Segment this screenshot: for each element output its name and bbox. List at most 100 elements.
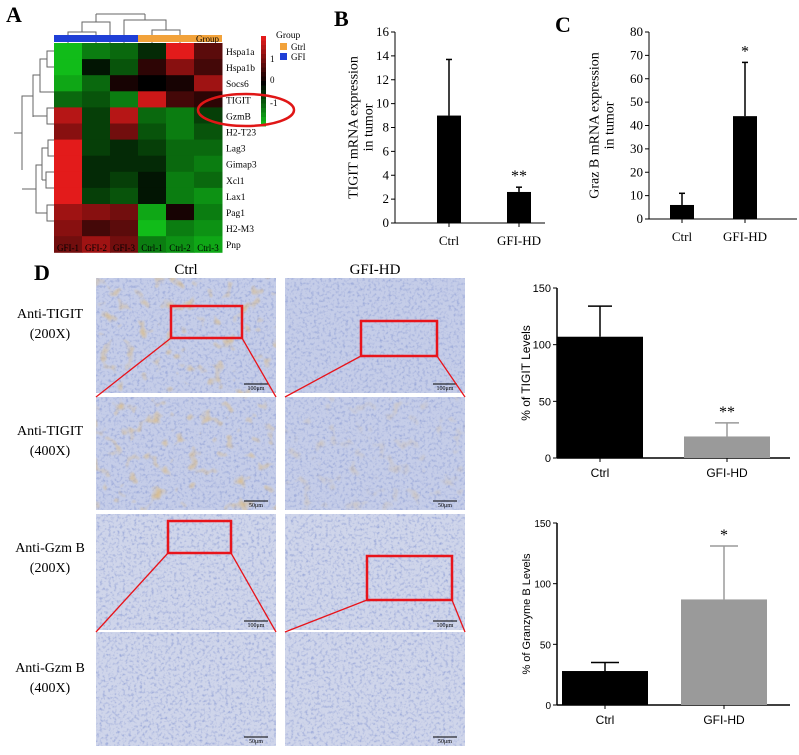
- dab-stain-overlay: [285, 397, 465, 510]
- scale-tick: 1: [270, 54, 275, 64]
- scale-swatch: [261, 76, 266, 82]
- column-dendrogram: [67, 13, 181, 43]
- bar: [507, 191, 531, 223]
- y-tick-label: 80: [630, 24, 643, 39]
- y-tick-label: 0: [545, 701, 551, 712]
- legend-swatch: [280, 53, 287, 60]
- row-label: (400X): [30, 681, 71, 696]
- scale-swatch: [261, 90, 266, 95]
- bar: [684, 436, 770, 458]
- heatmap-cell: [54, 59, 83, 76]
- y-axis-label: % of Granzyme B Levels: [521, 553, 533, 675]
- heatmap-cell: [194, 123, 223, 141]
- y-tick-label: 100: [533, 340, 551, 352]
- y-axis-label-line: % of Granzyme B Levels: [521, 553, 533, 675]
- heatmap-cell: [194, 107, 223, 124]
- row-label: (200X): [30, 327, 71, 342]
- y-tick-label: 50: [540, 640, 552, 651]
- scale-swatch: [261, 85, 266, 91]
- heatmap-cell: [194, 236, 223, 253]
- heatmap-cell: [110, 91, 139, 108]
- scale-tick: 0: [270, 75, 275, 85]
- scale-swatch: [261, 112, 266, 118]
- histology-image: [96, 632, 276, 746]
- x-tick-label: GFI-HD: [723, 229, 767, 244]
- row-label: Anti-Gzm B: [15, 661, 85, 676]
- y-tick-label: 0: [545, 453, 551, 465]
- x-tick-label: Ctrl: [672, 229, 693, 244]
- heatmap-cell: [110, 107, 139, 124]
- heatmap-cell: [82, 107, 111, 124]
- scale-bar-label: 100μm: [248, 623, 265, 629]
- y-tick-label: 20: [630, 164, 643, 179]
- heatmap-cell: [138, 220, 167, 237]
- group-bar-cell: [138, 35, 166, 42]
- bar: [681, 599, 767, 705]
- zoom-line: [284, 599, 368, 633]
- y-tick-label: 6: [383, 143, 390, 158]
- row-label: Anti-TIGIT: [17, 307, 84, 322]
- heatmap-cell: [82, 123, 111, 141]
- heatmap-cell: [138, 236, 167, 253]
- y-tick-label: 30: [630, 141, 643, 156]
- scale-swatch: [261, 63, 266, 68]
- zoom-line: [230, 552, 277, 633]
- group-bar-cell: [54, 35, 82, 42]
- significance-label: *: [741, 43, 749, 60]
- group-bar-cell: [110, 35, 138, 42]
- heatmap-cell: [166, 236, 195, 253]
- scale-swatch: [261, 40, 266, 46]
- heatmap-cell: [138, 75, 167, 92]
- y-axis-label-line: in tumor: [603, 101, 618, 149]
- heatmap-cell: [110, 43, 139, 60]
- histology-image: [285, 278, 465, 393]
- heatmap-cell: [110, 123, 139, 141]
- bar: [562, 671, 648, 705]
- heatmap-cell: [110, 139, 139, 157]
- heatmap-cell: [138, 91, 167, 108]
- gene-label: H2-T23: [226, 129, 256, 139]
- scale-swatch: [261, 36, 266, 41]
- bar: [733, 116, 757, 219]
- heatmap-cell: [110, 204, 139, 221]
- panel-label-c: C: [555, 12, 571, 37]
- heatmap-cell: [82, 187, 111, 205]
- panel-label-b: B: [334, 6, 349, 31]
- heatmap-cell: [194, 171, 223, 189]
- sample-label: GFI-3: [113, 243, 135, 253]
- scale-swatch: [261, 108, 266, 113]
- heatmap-cell: [166, 123, 195, 141]
- bar: [437, 115, 461, 223]
- x-tick-label: GFI-HD: [706, 466, 748, 480]
- group-bar-cell: [82, 35, 110, 42]
- heatmap-cell: [166, 220, 195, 237]
- bar: [670, 204, 694, 219]
- heatmap-cell: [54, 43, 83, 60]
- heatmap-cell: [82, 43, 111, 60]
- gene-label: Pnp: [226, 241, 241, 251]
- heatmap-cell: [194, 59, 223, 76]
- row-dendrogram: [14, 50, 54, 222]
- gene-label: Pag1: [226, 209, 245, 219]
- heatmap-cell: [82, 59, 111, 76]
- heatmap-cell: [194, 75, 223, 92]
- heatmap-cell: [110, 236, 139, 253]
- legend-label: Gtrl: [291, 42, 306, 52]
- scale-bar-label: 100μm: [437, 386, 454, 392]
- heatmap-cell: [166, 155, 195, 173]
- legend-title: Group: [276, 31, 301, 41]
- zoom-line: [241, 337, 277, 398]
- scale-swatch: [261, 72, 266, 77]
- heatmap-cell: [138, 204, 167, 221]
- scale-bar-label: 50μm: [249, 739, 263, 745]
- y-axis-label-line: TIGIT mRNA expression: [346, 56, 361, 199]
- heatmap-cell: [82, 75, 111, 92]
- heatmap-cell: [166, 43, 195, 60]
- y-tick-label: 50: [630, 94, 643, 109]
- x-tick-label: GFI-HD: [703, 713, 745, 727]
- y-tick-label: 14: [376, 48, 390, 63]
- y-tick-label: 10: [376, 96, 389, 111]
- y-tick-label: 8: [383, 120, 390, 135]
- x-tick-label: GFI-HD: [497, 233, 541, 248]
- heatmap-cell: [138, 43, 167, 60]
